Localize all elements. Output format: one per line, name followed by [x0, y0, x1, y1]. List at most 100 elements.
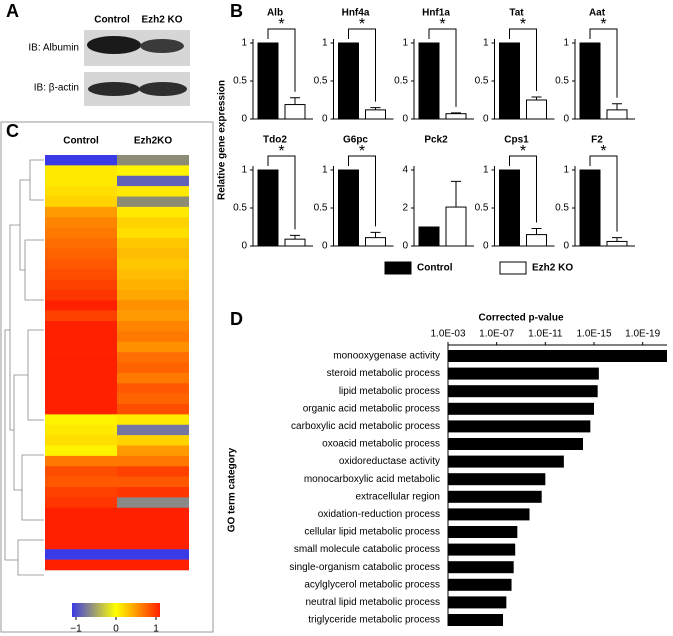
y-tick-label: 0.5 [555, 76, 569, 87]
category-label: acylglycerol metabolic process [304, 579, 440, 590]
chart-title: Cps1 [504, 135, 529, 146]
heat-cell [45, 300, 117, 311]
heat-cell [117, 528, 189, 540]
colorbar [72, 603, 160, 617]
category-label: steroid metabolic process [327, 368, 440, 379]
y-tick-label: 0 [322, 114, 328, 125]
legend-label: Ezh2 KO [532, 263, 573, 274]
bar [338, 169, 359, 247]
significance-star: * [359, 16, 365, 33]
y-tick-label: 0 [241, 114, 247, 125]
bar [579, 42, 601, 120]
lane-label: Ezh2 KO [141, 15, 182, 26]
column-label: Ezh2KO [134, 136, 173, 147]
heat-cell [117, 414, 189, 426]
category-label: oxidation-reduction process [318, 509, 440, 520]
bar [418, 226, 440, 247]
heat-cell [117, 175, 189, 187]
chart-title: Pck2 [424, 135, 448, 146]
heat-cell [45, 186, 117, 197]
y-tick-label: 1 [402, 38, 408, 49]
heat-cell [45, 258, 117, 270]
heat-cell [45, 559, 117, 571]
heat-cell [45, 414, 117, 426]
heat-cell [117, 445, 189, 457]
chart-title: Aat [589, 8, 606, 19]
y-tick-label: 1 [483, 165, 489, 176]
heat-cell [45, 372, 117, 384]
category-label: organic acid metabolic process [303, 403, 440, 414]
y-tick-label: 0.5 [233, 76, 247, 87]
heat-cell [45, 466, 117, 477]
x-tick-label: 1.0E-07 [479, 329, 514, 340]
y-tick-label: 0.5 [555, 203, 569, 214]
bar [448, 438, 584, 450]
x-axis-label: Corrected p-value [478, 313, 563, 324]
heat-cell [117, 248, 189, 260]
bar [284, 238, 306, 247]
heat-cell [117, 383, 189, 394]
heat-cell [117, 155, 189, 166]
heat-cell [117, 310, 189, 322]
error-bar [290, 97, 300, 105]
heat-cell [117, 393, 189, 405]
heat-cell [45, 476, 117, 488]
heat-cell [117, 352, 189, 363]
significance-star: * [439, 16, 445, 33]
error-bar [370, 231, 381, 238]
colorbar-tick-label: −1 [70, 624, 82, 635]
lane-label: Control [94, 15, 130, 26]
bar [526, 234, 547, 247]
heat-cell [117, 455, 189, 467]
x-tick-label: 1.0E-11 [528, 329, 563, 340]
heat-cell [117, 507, 189, 519]
heat-cell [45, 227, 117, 239]
heat-cell [45, 269, 117, 280]
error-bar [451, 112, 461, 114]
y-tick-label: 1 [322, 38, 328, 49]
significance-bracket [428, 28, 457, 107]
x-tick-label: 1.0E-15 [576, 329, 611, 340]
heat-cell [117, 186, 189, 197]
category-label: single-organism catabolic process [289, 562, 440, 573]
heat-cell [45, 331, 117, 343]
colorbar-tick-label: 0 [113, 624, 119, 635]
significance-bracket [509, 155, 537, 223]
y-tick-label: 1 [483, 38, 489, 49]
heat-cell [117, 497, 189, 509]
category-label: cellular lipid metabolic process [304, 527, 440, 538]
heat-cell [117, 341, 189, 353]
panel-label: C [6, 121, 19, 141]
significance-star: * [600, 16, 606, 33]
significance-star: * [278, 143, 284, 160]
y-tick-label: 0.5 [314, 203, 328, 214]
bar [448, 367, 599, 380]
category-label: monocarboxylic acid metabolic [304, 474, 440, 485]
legend-swatch [384, 261, 412, 275]
y-tick-label: 0 [483, 241, 489, 252]
chart-title: Tat [509, 8, 524, 19]
significance-star: * [278, 16, 284, 33]
heat-cell [45, 310, 117, 322]
significance-bracket [348, 155, 376, 227]
category-label: neutral lipid metabolic process [305, 597, 440, 608]
heat-cell [117, 404, 189, 415]
panel-label: D [230, 309, 243, 329]
panel-label: A [6, 1, 19, 21]
bar [445, 113, 467, 120]
category-label: triglyceride metabolic process [308, 615, 440, 626]
y-tick-label: 0.5 [233, 203, 247, 214]
error-bar [451, 180, 461, 208]
heat-cell [45, 445, 117, 457]
heat-cell [45, 175, 117, 187]
blot-band [88, 82, 140, 96]
error-bar [612, 237, 622, 242]
y-tick-label: 0.5 [314, 76, 328, 87]
heat-cell [117, 362, 189, 374]
category-label: extracellular region [356, 491, 441, 502]
heat-cell [117, 518, 189, 529]
chart-title: G6pc [343, 135, 368, 146]
x-tick-label: 1.0E-19 [625, 329, 660, 340]
chart-title: F2 [591, 135, 603, 146]
heat-cell [117, 559, 189, 571]
